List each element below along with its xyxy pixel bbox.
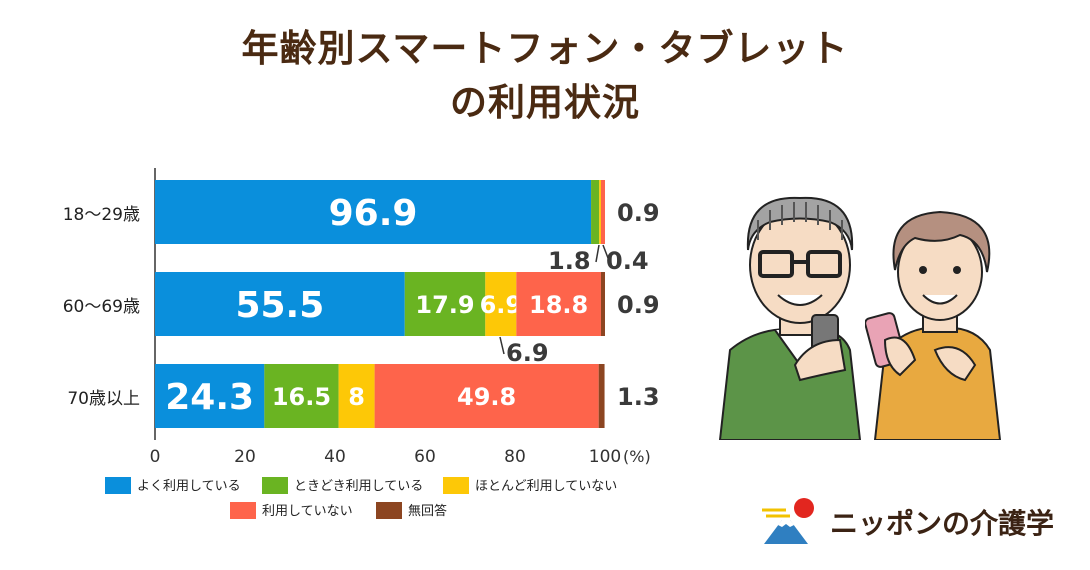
x-tick-label: 20 [234, 447, 256, 467]
outside-value-label: 0.9 [617, 291, 660, 319]
bar-segment [155, 180, 592, 244]
bar-segment [374, 364, 599, 428]
bar-segment [599, 180, 601, 244]
bar-segment [155, 364, 265, 428]
chart-title-line-1: 年齢別スマートフォン・タブレット [241, 27, 849, 70]
x-axis-unit: (%) [623, 447, 651, 466]
bar-value-label: 16.5 [272, 383, 331, 411]
bar-segment [516, 272, 601, 336]
leader-line [602, 244, 609, 259]
bar-segment [338, 364, 375, 428]
x-tick-label: 80 [504, 447, 526, 467]
legend-swatch [105, 477, 131, 494]
legend-swatch [230, 502, 256, 519]
bar-value-label: 24.3 [165, 377, 254, 418]
outside-value-label: 0.9 [617, 199, 660, 227]
brand-logo-text: ニッポンの介護学 [830, 507, 1055, 540]
category-label: 70歳以上 [67, 389, 140, 409]
chart-title-line-2: の利用状況 [450, 81, 640, 124]
bar-segment [264, 364, 339, 428]
legend-label: 無回答 [408, 503, 447, 519]
legend-label: ときどき利用している [294, 479, 423, 494]
outside-value-label: 0.4 [606, 247, 649, 275]
bar-value-label: 17.9 [415, 291, 474, 319]
elderly-woman-illustration [865, 210, 1002, 440]
bar-segment [404, 272, 486, 336]
mount-fuji-logo-icon [762, 498, 814, 544]
leader-line [595, 244, 600, 263]
bar-value-label: 8 [348, 383, 365, 411]
x-tick-label: 40 [324, 447, 346, 467]
bar-value-label: 18.8 [529, 291, 588, 319]
legend-label: よく利用している [137, 479, 241, 494]
legend-label: 利用していない [262, 504, 353, 519]
leader-line [499, 336, 505, 355]
x-tick-label: 60 [414, 447, 436, 467]
bar-segment [485, 272, 517, 336]
legend-swatch [262, 477, 288, 494]
bar-segment [598, 364, 605, 428]
legend-label: ほとんど利用していない [475, 479, 617, 494]
bar-segment [600, 272, 605, 336]
brand-logo: ニッポンの介護学 [760, 494, 1080, 550]
bar-value-label: 96.9 [329, 193, 418, 234]
elderly-man-illustration [718, 196, 862, 440]
legend-swatch [443, 477, 469, 494]
x-tick-label: 100 [589, 447, 621, 467]
bar-value-label: 55.5 [235, 285, 324, 326]
bar-value-label: 49.8 [457, 383, 516, 411]
legend-swatch [376, 502, 402, 519]
outside-value-label: 1.8 [548, 247, 591, 275]
outside-value-label: 1.3 [617, 383, 660, 411]
bar-segment [155, 272, 405, 336]
category-label: 60〜69歳 [63, 297, 140, 317]
bar-segment [600, 180, 605, 244]
bar-value-label: 6.9 [480, 291, 523, 319]
category-label: 18〜29歳 [63, 205, 140, 225]
outside-value-label: 6.9 [506, 339, 549, 367]
bar-segment [591, 180, 600, 244]
x-tick-label: 0 [150, 447, 161, 467]
